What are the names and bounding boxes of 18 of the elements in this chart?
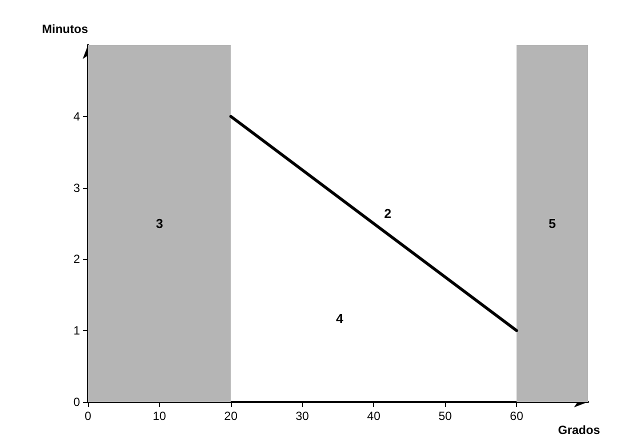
y-tick-label: 3 [73, 180, 80, 195]
series-label: 2 [384, 206, 392, 221]
y-tick-label: 0 [73, 395, 80, 409]
y-tick-label: 4 [73, 109, 80, 124]
y-tick-label: 1 [73, 324, 80, 338]
x-axis-title: Grados [558, 423, 600, 436]
x-tick-label: 40 [367, 409, 381, 423]
x-tick-label: 30 [296, 409, 310, 423]
band-label: 5 [548, 216, 556, 231]
annotation: 4 [336, 311, 344, 326]
x-tick-label: 20 [224, 409, 238, 423]
x-tick-label: 60 [510, 409, 524, 423]
x-tick-label: 10 [152, 409, 166, 423]
y-tick-label: 2 [73, 252, 80, 266]
x-tick-label: 0 [84, 409, 92, 423]
y-axis-title: Minutos [42, 22, 88, 36]
x-tick-label: 50 [438, 409, 452, 423]
band-label: 3 [156, 216, 164, 231]
